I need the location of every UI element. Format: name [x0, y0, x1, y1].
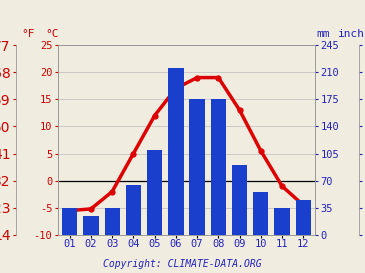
Bar [253, 192, 269, 235]
Text: mm: mm [316, 29, 330, 39]
Bar [104, 208, 120, 235]
Bar [296, 200, 311, 235]
Bar [189, 99, 205, 235]
Text: inch: inch [338, 29, 365, 39]
Bar [274, 208, 290, 235]
Bar [232, 165, 247, 235]
Bar [126, 185, 141, 235]
Bar [211, 99, 226, 235]
Text: °C: °C [45, 29, 59, 39]
Bar [62, 208, 77, 235]
Bar [147, 150, 162, 235]
Bar [168, 68, 184, 235]
Bar [83, 216, 99, 235]
Text: Copyright: CLIMATE-DATA.ORG: Copyright: CLIMATE-DATA.ORG [103, 259, 262, 269]
Text: °F: °F [21, 29, 35, 39]
